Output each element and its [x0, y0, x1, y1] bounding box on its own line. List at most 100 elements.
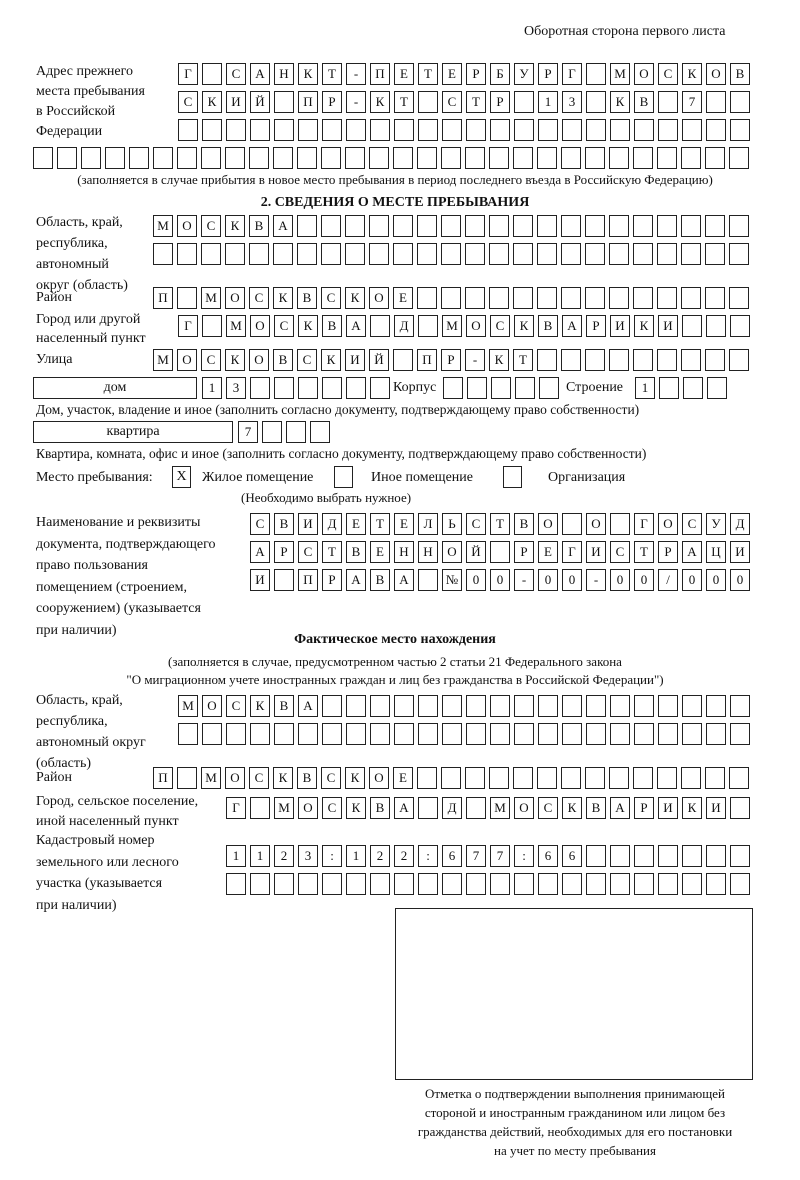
- char-cell[interactable]: А: [562, 315, 582, 337]
- char-cell[interactable]: [681, 349, 701, 371]
- char-cell[interactable]: [441, 767, 461, 789]
- char-cell[interactable]: [177, 243, 197, 265]
- char-cell[interactable]: 1: [346, 845, 366, 867]
- char-cell[interactable]: [586, 63, 606, 85]
- char-cell[interactable]: [286, 421, 306, 443]
- char-cell[interactable]: [298, 873, 318, 895]
- char-cell[interactable]: Т: [466, 91, 486, 113]
- char-cell[interactable]: С: [610, 541, 630, 563]
- char-cell[interactable]: [730, 695, 750, 717]
- char-cell[interactable]: 3: [298, 845, 318, 867]
- char-cell[interactable]: [729, 287, 749, 309]
- char-cell[interactable]: 0: [490, 569, 510, 591]
- char-cell[interactable]: С: [250, 513, 270, 535]
- char-cell[interactable]: Р: [634, 797, 654, 819]
- char-cell[interactable]: Р: [586, 315, 606, 337]
- char-cell[interactable]: С: [298, 541, 318, 563]
- char-cell[interactable]: Е: [538, 541, 558, 563]
- char-cell[interactable]: [369, 215, 389, 237]
- char-cell[interactable]: [418, 695, 438, 717]
- char-cell[interactable]: [561, 147, 581, 169]
- char-cell[interactable]: Г: [562, 541, 582, 563]
- char-cell[interactable]: [513, 767, 533, 789]
- char-cell[interactable]: К: [225, 349, 245, 371]
- char-cell[interactable]: Л: [418, 513, 438, 535]
- char-cell[interactable]: Т: [322, 63, 342, 85]
- char-cell[interactable]: [515, 377, 535, 399]
- char-cell[interactable]: Т: [394, 91, 414, 113]
- char-cell[interactable]: [250, 723, 270, 745]
- char-cell[interactable]: [418, 873, 438, 895]
- char-cell[interactable]: [730, 91, 750, 113]
- char-cell[interactable]: [561, 243, 581, 265]
- char-cell[interactable]: [274, 873, 294, 895]
- char-cell[interactable]: 0: [682, 569, 702, 591]
- char-cell[interactable]: О: [250, 315, 270, 337]
- char-cell[interactable]: [226, 873, 246, 895]
- char-cell[interactable]: [249, 147, 269, 169]
- char-cell[interactable]: [634, 873, 654, 895]
- char-cell[interactable]: [658, 845, 678, 867]
- char-cell[interactable]: В: [297, 767, 317, 789]
- char-cell[interactable]: [298, 119, 318, 141]
- char-cell[interactable]: К: [610, 91, 630, 113]
- char-cell[interactable]: Р: [274, 541, 294, 563]
- char-cell[interactable]: [249, 243, 269, 265]
- char-cell[interactable]: 7: [490, 845, 510, 867]
- char-cell[interactable]: [177, 287, 197, 309]
- char-cell[interactable]: О: [369, 767, 389, 789]
- char-cell[interactable]: [274, 569, 294, 591]
- char-cell[interactable]: Д: [394, 315, 414, 337]
- char-cell[interactable]: [394, 723, 414, 745]
- char-cell[interactable]: [705, 287, 725, 309]
- char-cell[interactable]: [370, 695, 390, 717]
- char-cell[interactable]: -: [346, 63, 366, 85]
- char-cell[interactable]: [465, 147, 485, 169]
- char-cell[interactable]: [393, 349, 413, 371]
- char-cell[interactable]: [345, 215, 365, 237]
- char-cell[interactable]: К: [346, 797, 366, 819]
- char-cell[interactable]: [442, 119, 462, 141]
- char-cell[interactable]: Р: [514, 541, 534, 563]
- char-cell[interactable]: [706, 91, 726, 113]
- char-cell[interactable]: [707, 377, 727, 399]
- char-cell[interactable]: -: [514, 569, 534, 591]
- doc-row-3[interactable]: И П Р А В А № 0 0-0 0-0 0/0 0 0: [250, 569, 750, 591]
- char-cell[interactable]: [730, 723, 750, 745]
- char-cell[interactable]: [610, 873, 630, 895]
- char-cell[interactable]: [609, 215, 629, 237]
- char-cell[interactable]: К: [321, 349, 341, 371]
- char-cell[interactable]: [730, 797, 750, 819]
- char-cell[interactable]: С: [490, 315, 510, 337]
- char-cell[interactable]: Д: [322, 513, 342, 535]
- char-cell[interactable]: -: [586, 569, 606, 591]
- char-cell[interactable]: [634, 695, 654, 717]
- char-cell[interactable]: [705, 215, 725, 237]
- char-cell[interactable]: И: [730, 541, 750, 563]
- char-cell[interactable]: А: [682, 541, 702, 563]
- char-cell[interactable]: [730, 119, 750, 141]
- char-cell[interactable]: :: [514, 845, 534, 867]
- char-cell[interactable]: [441, 215, 461, 237]
- char-cell[interactable]: [490, 723, 510, 745]
- char-cell[interactable]: П: [417, 349, 437, 371]
- char-cell[interactable]: А: [346, 315, 366, 337]
- char-cell[interactable]: Р: [441, 349, 461, 371]
- char-cell[interactable]: [321, 215, 341, 237]
- char-cell[interactable]: [633, 287, 653, 309]
- char-cell[interactable]: М: [226, 315, 246, 337]
- char-cell[interactable]: [273, 243, 293, 265]
- char-cell[interactable]: [370, 723, 390, 745]
- char-cell[interactable]: [633, 767, 653, 789]
- char-cell[interactable]: Н: [394, 541, 414, 563]
- house-type-box[interactable]: дом: [33, 377, 197, 399]
- char-cell[interactable]: С: [466, 513, 486, 535]
- char-cell[interactable]: [418, 119, 438, 141]
- char-cell[interactable]: [730, 315, 750, 337]
- char-cell[interactable]: [633, 215, 653, 237]
- char-cell[interactable]: Й: [369, 349, 389, 371]
- char-cell[interactable]: :: [322, 845, 342, 867]
- char-cell[interactable]: [443, 377, 463, 399]
